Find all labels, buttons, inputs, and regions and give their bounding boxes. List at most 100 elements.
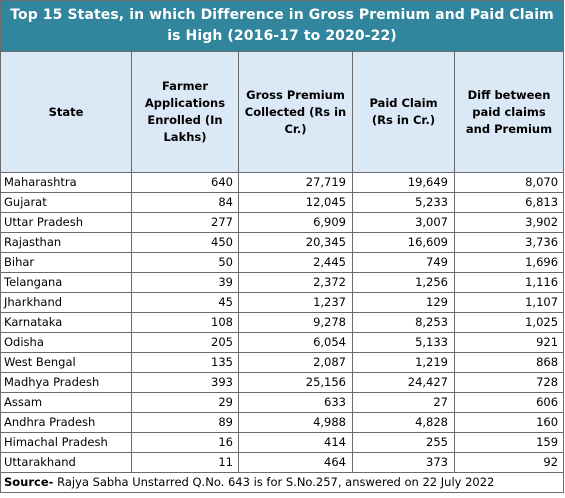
cell-gross-premium: 20,345 [238,232,353,253]
cell-paid-claim: 749 [352,252,455,273]
cell-difference: 3,902 [453,212,565,233]
table-row: Uttar Pradesh 277 6,909 3,007 3,902 [0,212,565,233]
column-header-state: State [0,51,132,173]
cell-state: Himachal Pradesh [0,432,132,453]
cell-state: West Bengal [0,352,132,373]
cell-gross-premium: 2,372 [238,272,353,293]
table-row: Telangana 39 2,372 1,256 1,116 [0,272,565,293]
cell-difference: 159 [453,432,565,453]
cell-farmers: 450 [131,232,239,253]
cell-state: Karnataka [0,312,132,333]
cell-farmers: 277 [131,212,239,233]
cell-farmers: 11 [131,452,239,473]
cell-state: Telangana [0,272,132,293]
cell-paid-claim: 8,253 [352,312,455,333]
column-header-row: State Farmer Applications Enrolled (In L… [0,51,565,173]
cell-difference: 92 [453,452,565,473]
table-row: Karnataka 108 9,278 8,253 1,025 [0,312,565,333]
column-header-farmers: Farmer Applications Enrolled (In Lakhs) [131,51,239,173]
cell-gross-premium: 27,719 [238,172,353,193]
cell-farmers: 45 [131,292,239,313]
cell-gross-premium: 25,156 [238,372,353,393]
cell-state: Assam [0,392,132,413]
cell-farmers: 16 [131,432,239,453]
cell-difference: 921 [453,332,565,353]
cell-paid-claim: 5,233 [352,192,455,213]
table-row: Odisha 205 6,054 5,133 921 [0,332,565,353]
source-text: Rajya Sabha Unstarred Q.No. 643 is for S… [53,475,495,489]
cell-state: Rajasthan [0,232,132,253]
cell-gross-premium: 6,909 [238,212,353,233]
cell-gross-premium: 2,087 [238,352,353,373]
cell-gross-premium: 633 [238,392,353,413]
table-body: Maharashtra 640 27,719 19,649 8,070 Gujarat 84… [0,172,565,473]
source-note: Source- Rajya Sabha Unstarred Q.No. 643 … [0,472,565,493]
cell-paid-claim: 3,007 [352,212,455,233]
cell-farmers: 108 [131,312,239,333]
cell-gross-premium: 6,054 [238,332,353,353]
cell-state: Madhya Pradesh [0,372,132,393]
cell-state: Gujarat [0,192,132,213]
cell-difference: 606 [453,392,565,413]
cell-difference: 1,116 [453,272,565,293]
cell-farmers: 29 [131,392,239,413]
table-row: Rajasthan 450 20,345 16,609 3,736 [0,232,565,253]
cell-state: Uttar Pradesh [0,212,132,233]
cell-difference: 868 [453,352,565,373]
cell-paid-claim: 129 [352,292,455,313]
cell-difference: 1,696 [453,252,565,273]
cell-gross-premium: 464 [238,452,353,473]
cell-farmers: 50 [131,252,239,273]
cell-state: Bihar [0,252,132,273]
cell-state: Jharkhand [0,292,132,313]
cell-state: Andhra Pradesh [0,412,132,433]
column-header-paid-claim: Paid Claim (Rs in Cr.) [352,51,455,173]
cell-farmers: 39 [131,272,239,293]
cell-gross-premium: 1,237 [238,292,353,313]
cell-difference: 160 [453,412,565,433]
table-row: Bihar 50 2,445 749 1,696 [0,252,565,273]
cell-gross-premium: 9,278 [238,312,353,333]
cell-paid-claim: 5,133 [352,332,455,353]
table-row: Himachal Pradesh 16 414 255 159 [0,432,565,453]
cell-farmers: 135 [131,352,239,373]
table-row: Jharkhand 45 1,237 129 1,107 [0,292,565,313]
cell-paid-claim: 4,828 [352,412,455,433]
cell-difference: 6,813 [453,192,565,213]
table-row: Andhra Pradesh 89 4,988 4,828 160 [0,412,565,433]
cell-state: Maharashtra [0,172,132,193]
cell-farmers: 393 [131,372,239,393]
cell-paid-claim: 16,609 [352,232,455,253]
cell-difference: 1,025 [453,312,565,333]
cell-gross-premium: 12,045 [238,192,353,213]
table-row: Gujarat 84 12,045 5,233 6,813 [0,192,565,213]
cell-paid-claim: 1,219 [352,352,455,373]
table-row: West Bengal 135 2,087 1,219 868 [0,352,565,373]
table-row: Madhya Pradesh 393 25,156 24,427 728 [0,372,565,393]
cell-paid-claim: 373 [352,452,455,473]
cell-farmers: 84 [131,192,239,213]
cell-gross-premium: 414 [238,432,353,453]
cell-paid-claim: 19,649 [352,172,455,193]
table-title: Top 15 States, in which Difference in Gr… [0,0,565,52]
cell-state: Uttarakhand [0,452,132,473]
column-header-gross-premium: Gross Premium Collected (Rs in Cr.) [238,51,353,173]
cell-gross-premium: 2,445 [238,252,353,273]
cell-state: Odisha [0,332,132,353]
cell-paid-claim: 24,427 [352,372,455,393]
cell-farmers: 640 [131,172,239,193]
cell-paid-claim: 255 [352,432,455,453]
table-row: Uttarakhand 11 464 373 92 [0,452,565,473]
cell-difference: 3,736 [453,232,565,253]
cell-farmers: 89 [131,412,239,433]
cell-difference: 1,107 [453,292,565,313]
cell-paid-claim: 27 [352,392,455,413]
cell-farmers: 205 [131,332,239,353]
source-label: Source- [4,475,54,489]
table-row: Maharashtra 640 27,719 19,649 8,070 [0,172,565,193]
cell-gross-premium: 4,988 [238,412,353,433]
table-row: Assam 29 633 27 606 [0,392,565,413]
cell-difference: 8,070 [453,172,565,193]
